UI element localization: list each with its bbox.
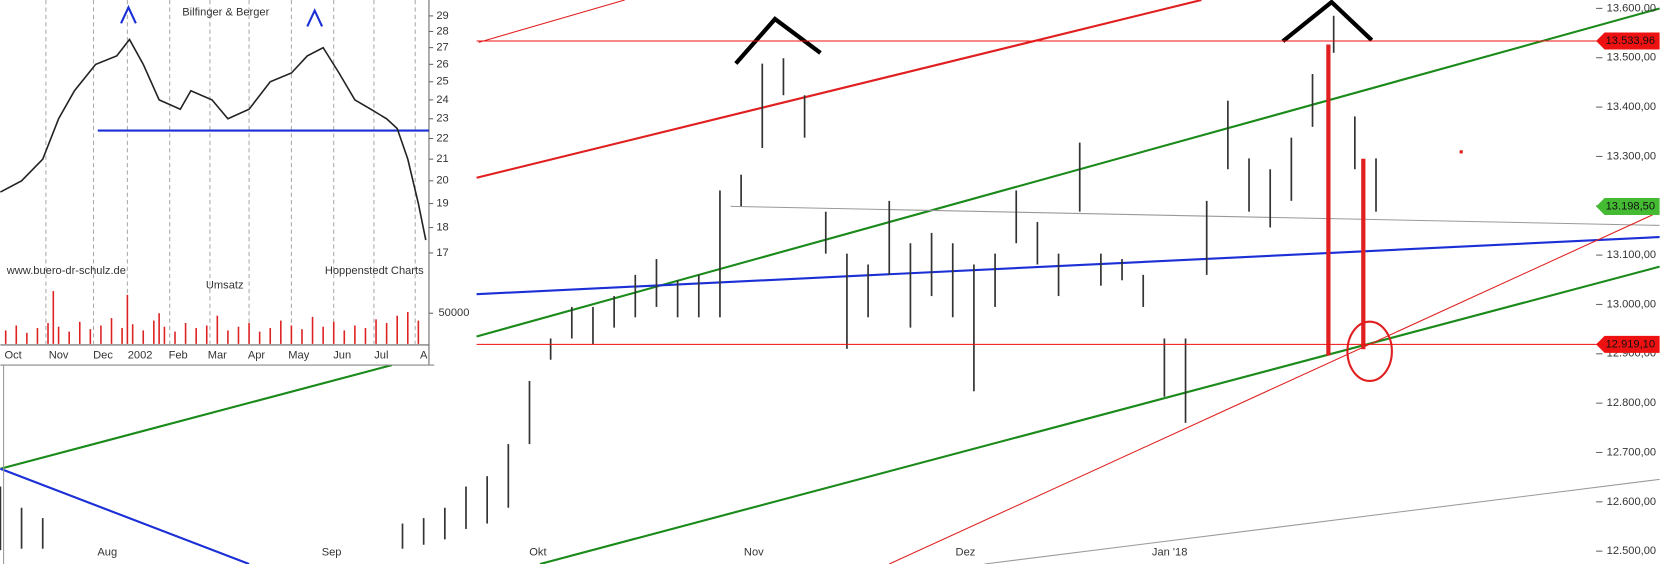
x-tick-label: Jul [374, 349, 388, 361]
volume-label: Umsatz [206, 280, 244, 292]
x-tick-label: Aug [97, 546, 117, 558]
x-tick-label: Nov [744, 546, 764, 558]
channel-line [476, 7, 1660, 338]
y-tick-label: 13.100,00 [1607, 249, 1656, 261]
trend-line [476, 235, 1660, 296]
x-tick-label: Dez [956, 546, 976, 558]
marker-dot [1459, 150, 1463, 154]
target-circle [1346, 320, 1393, 382]
inset-grid [45, 0, 416, 344]
x-tick-label: Jun [333, 349, 351, 361]
y-tick-label: 13.300,00 [1607, 150, 1656, 162]
y-tick-label: 27 [436, 42, 448, 54]
y-tick-label: 20 [436, 175, 448, 187]
volume-tick-label: 50000 [438, 307, 469, 319]
x-tick-label: Feb [169, 349, 188, 361]
y-tick-label: 13.600,00 [1607, 2, 1656, 14]
y-tick-label: 23 [436, 113, 448, 125]
y-tick-label: 26 [436, 58, 448, 70]
credit: Hoppenstedt Charts [325, 265, 424, 277]
source: www.buero-dr-schulz.de [6, 265, 126, 277]
x-tick-label: Oct [4, 349, 21, 361]
peak-marker [120, 4, 137, 24]
y-tick-label: 25 [436, 76, 448, 88]
y-tick-label: 22 [436, 132, 448, 144]
trend-line [476, 0, 1202, 179]
trend-line [984, 478, 1660, 564]
price-label: 13.198,50 [1606, 200, 1655, 212]
trend-line [889, 211, 1660, 564]
y-tick-label: 19 [436, 198, 448, 210]
y-tick-label: 13.500,00 [1607, 52, 1656, 64]
price-label-bg [1596, 335, 1660, 353]
y-tick-label: 12.500,00 [1607, 545, 1656, 557]
y-tick-label: 17 [436, 247, 448, 259]
y-tick-label: 13.000,00 [1607, 298, 1656, 310]
inset-chart: Bilfinger & Berger www.buero-dr-schulz.d… [0, 0, 469, 366]
x-tick-label: Apr [248, 349, 266, 361]
x-tick-label: A [420, 349, 428, 361]
x-tick-label: Okt [529, 546, 546, 558]
x-tick-label: Dec [93, 349, 113, 361]
price-line [0, 38, 427, 241]
trend-line [0, 467, 250, 564]
channel-line [539, 265, 1660, 564]
y-tick-label: 12.800,00 [1607, 397, 1656, 409]
y-tick-label: 13.400,00 [1607, 101, 1656, 113]
price-label-bg [1596, 198, 1660, 215]
inset-background [0, 0, 435, 366]
y-tick-label: 29 [436, 10, 448, 22]
price-label: 12.919,10 [1606, 338, 1655, 350]
channel-line [0, 364, 393, 470]
trend-line [478, 0, 625, 43]
y-tick-label: 21 [436, 153, 448, 165]
trend-line [730, 205, 1660, 226]
price-label: 13.533,96 [1606, 35, 1655, 47]
peak-marker [306, 8, 324, 27]
y-tick-label: 28 [436, 25, 448, 37]
x-tick-label: May [288, 349, 309, 361]
x-tick-label: 2002 [128, 349, 153, 361]
price-label-bg [1596, 32, 1660, 50]
y-tick-label: 12.700,00 [1607, 446, 1656, 458]
top-marker [1281, 0, 1374, 43]
x-tick-label: Jan '18 [1152, 546, 1187, 558]
y-tick-label: 18 [436, 222, 448, 234]
x-tick-label: Nov [49, 349, 69, 361]
x-tick-label: Mar [208, 349, 227, 361]
top-marker [734, 16, 822, 65]
y-tick-label: 24 [436, 94, 448, 106]
y-tick-label: 12.600,00 [1607, 496, 1656, 508]
x-tick-label: Sep [322, 546, 342, 558]
inset-title: Bilfinger & Berger [182, 7, 269, 19]
